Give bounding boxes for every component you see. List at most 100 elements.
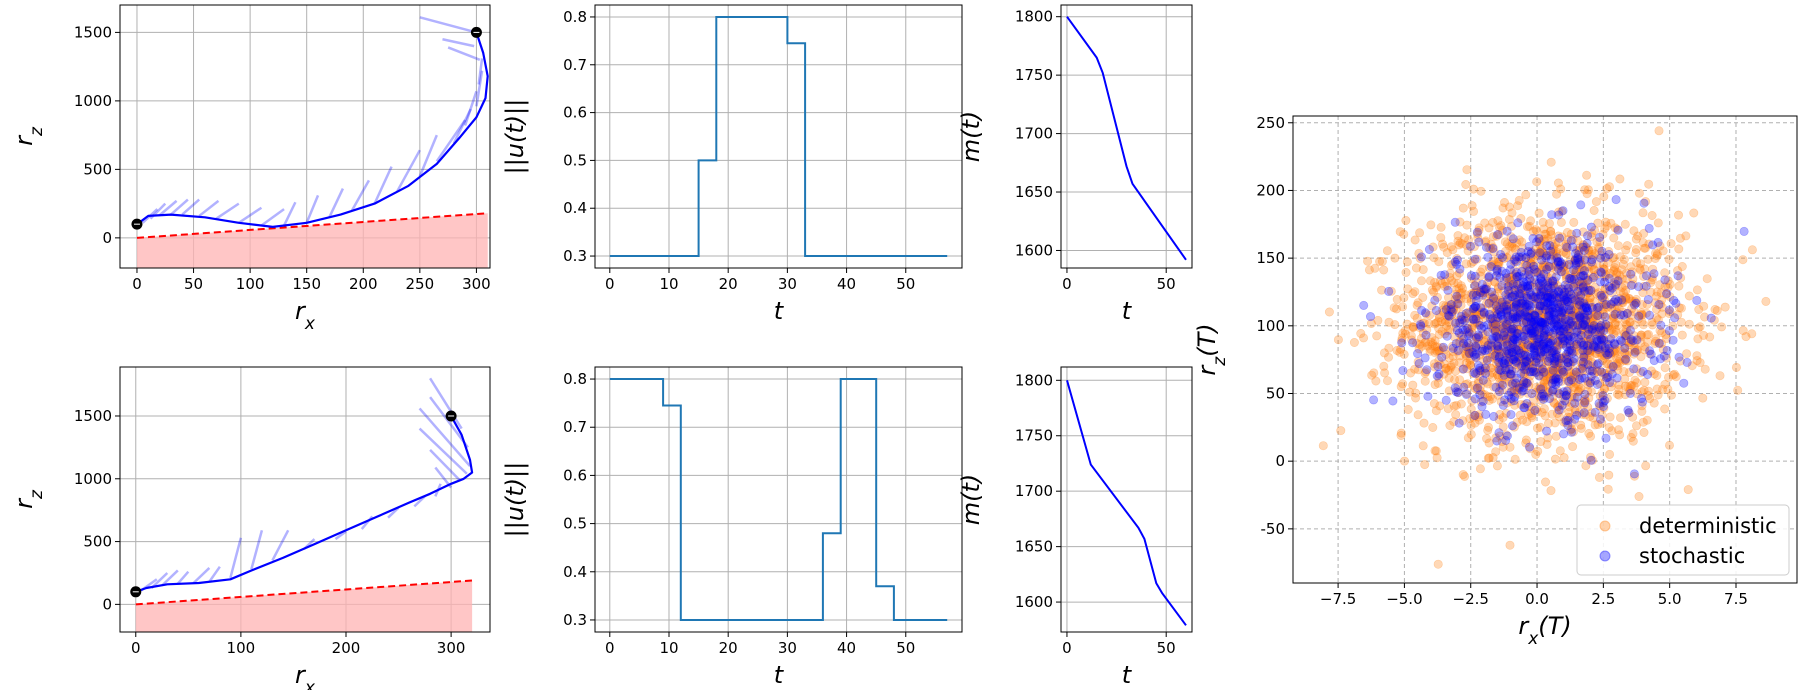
scatter-point: [1411, 263, 1421, 273]
scatter-point: [1621, 285, 1631, 295]
scatter-point: [1523, 331, 1533, 341]
scatter-point: [1502, 226, 1512, 236]
scatter-point: [1515, 389, 1525, 399]
scatter-point: [1572, 228, 1582, 238]
y-tick-label: 0.4: [563, 199, 587, 217]
scatter-point: [1366, 312, 1376, 322]
y-axis-label: rz(T): [1193, 323, 1230, 375]
scatter-point: [1552, 189, 1562, 199]
scatter-point: [1738, 255, 1748, 265]
scatter-point: [1492, 359, 1502, 369]
scatter-point: [1525, 318, 1535, 328]
plot-area: [136, 16, 489, 268]
scatter-point: [1581, 396, 1591, 406]
scatter-point: [1526, 367, 1536, 377]
scatter-point: [1531, 294, 1541, 304]
y-axis-label: rz: [10, 126, 47, 146]
scatter-point: [1515, 289, 1525, 299]
scatter-point: [1677, 330, 1687, 340]
thrust-vector: [373, 166, 393, 205]
scatter-point: [1622, 241, 1632, 251]
scatter-point: [1395, 347, 1405, 357]
scatter-point: [1524, 266, 1534, 276]
scatter-point: [1582, 238, 1592, 248]
scatter-point: [1426, 220, 1436, 230]
scatter-point: [1589, 206, 1599, 216]
scatter-point: [1560, 266, 1570, 276]
scatter-point: [1377, 256, 1387, 266]
scatter-point: [1512, 337, 1522, 347]
thrust-vector: [475, 70, 484, 107]
scatter-point: [1538, 341, 1548, 351]
scatter-point: [1545, 372, 1555, 382]
scatter-point: [1525, 356, 1535, 366]
scatter-point: [1499, 342, 1509, 352]
thrust-vector: [250, 529, 264, 570]
scatter-point: [1560, 287, 1570, 297]
scatter-point: [1653, 237, 1663, 247]
scatter-point: [1668, 335, 1678, 345]
scatter-point: [1585, 315, 1595, 325]
scatter-point: [1603, 370, 1613, 380]
x-tick-label: 40: [837, 639, 856, 657]
scatter-point: [1559, 293, 1569, 303]
scatter-point: [1477, 402, 1487, 412]
scatter-point: [1506, 369, 1516, 379]
scatter-point: [1379, 265, 1389, 275]
scatter-point: [1536, 395, 1546, 405]
scatter-point: [1583, 329, 1593, 339]
thrust-vector: [418, 427, 468, 475]
scatter-point: [1451, 366, 1461, 376]
scatter-point: [1458, 283, 1468, 293]
scatter-point: [1406, 368, 1416, 378]
scatter-point: [1563, 358, 1573, 368]
scatter-point: [1600, 384, 1610, 394]
scatter-point: [1556, 367, 1566, 377]
scatter-point: [1566, 236, 1576, 246]
scatter-point: [1577, 278, 1587, 288]
scatter-point: [1533, 446, 1543, 456]
scatter-point: [1517, 299, 1527, 309]
scatter-point: [1444, 293, 1454, 303]
scatter-point: [1507, 239, 1517, 249]
scatter-point: [1539, 258, 1549, 268]
scatter-point: [1648, 264, 1658, 274]
scatter-point: [1565, 307, 1575, 317]
scatter-point: [1560, 396, 1570, 406]
thrust-vector: [260, 208, 285, 227]
scatter-point: [1373, 315, 1383, 325]
scatter-point: [1456, 281, 1466, 291]
x-tick-label: 150: [292, 275, 321, 293]
scatter-point: [1657, 309, 1667, 319]
x-axis-label: t: [1122, 661, 1133, 689]
scatter-point: [1399, 293, 1409, 303]
scatter-point: [1437, 352, 1447, 362]
scatter-point: [1609, 346, 1619, 356]
scatter-point: [1397, 338, 1407, 348]
scatter-point: [1442, 331, 1452, 341]
scatter-point: [1556, 353, 1566, 363]
scatter-point: [1559, 299, 1569, 309]
scatter-point: [1479, 321, 1489, 331]
y-tick-label: 0: [1275, 452, 1285, 470]
scatter-point: [1626, 432, 1636, 442]
scatter-point: [1453, 231, 1463, 241]
scatter-point: [1408, 380, 1418, 390]
y-tick-label: 0.7: [563, 418, 587, 436]
scatter-point: [1519, 368, 1529, 378]
scatter-point: [1398, 302, 1408, 312]
scatter-point: [1417, 252, 1427, 262]
scatter-point: [1629, 307, 1639, 317]
scatter-point: [1589, 335, 1599, 345]
scatter-point: [1531, 225, 1541, 235]
scatter-point: [1591, 320, 1601, 330]
scatter-point: [1410, 287, 1420, 297]
y-tick-label: 1700: [1015, 125, 1053, 143]
scatter-point: [1478, 290, 1488, 300]
scatter-point: [1733, 385, 1743, 395]
scatter-point: [1639, 281, 1649, 291]
scatter-point: [1530, 349, 1540, 359]
scatter-point: [1489, 321, 1499, 331]
scatter-point: [1615, 430, 1625, 440]
scatter-point: [1538, 382, 1548, 392]
